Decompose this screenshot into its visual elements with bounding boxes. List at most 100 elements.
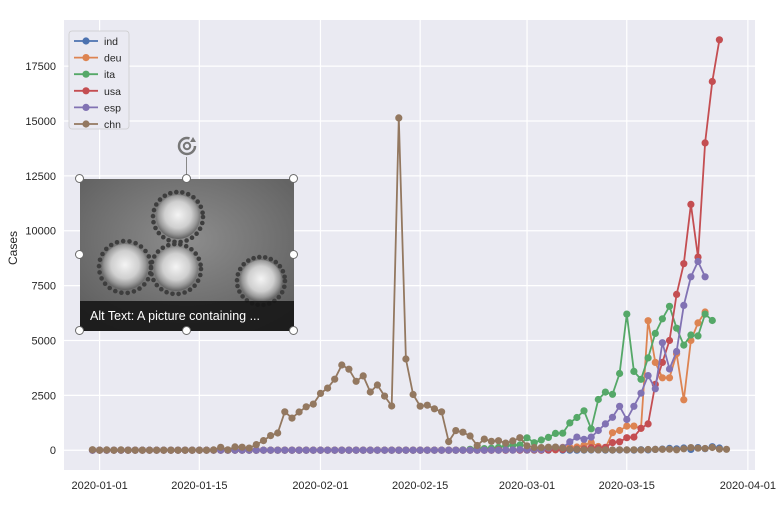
resize-handle-top-right[interactable] <box>289 174 298 183</box>
virion-shape <box>148 241 204 297</box>
data-point-usa <box>658 358 667 366</box>
data-point-ita <box>559 429 567 437</box>
rotate-handle-icon[interactable] <box>176 135 198 157</box>
data-point-esp <box>381 446 389 454</box>
data-point-chn <box>188 446 196 454</box>
data-point-chn <box>459 428 467 436</box>
data-point-chn <box>701 444 709 453</box>
y-tick-label: 2500 <box>32 390 56 402</box>
resize-handle-right[interactable] <box>289 250 298 259</box>
data-point-ita <box>687 331 695 339</box>
y-tick-label: 10000 <box>25 226 56 238</box>
data-point-chn <box>651 445 659 453</box>
data-point-chn <box>96 446 104 454</box>
data-point-chn <box>88 446 97 454</box>
data-point-chn <box>430 405 438 413</box>
data-point-chn <box>338 361 346 369</box>
legend-marker <box>82 103 90 111</box>
resize-handle-top-left[interactable] <box>75 174 84 183</box>
data-point-ita <box>637 375 645 383</box>
data-point-chn <box>480 435 488 443</box>
data-point-chn <box>131 446 139 454</box>
data-point-usa <box>637 424 645 432</box>
legend: ind deu ita usa esp chn <box>68 30 130 131</box>
data-point-esp <box>673 347 681 356</box>
data-point-chn <box>345 365 353 373</box>
data-point-chn <box>494 437 503 445</box>
resize-handle-bottom-right[interactable] <box>289 326 298 335</box>
data-point-ita <box>573 413 581 422</box>
data-point-esp <box>416 446 424 454</box>
data-point-chn <box>673 446 681 454</box>
data-point-esp <box>395 446 403 454</box>
data-point-chn <box>160 446 168 454</box>
data-point-ita <box>594 395 602 404</box>
series-chn <box>88 114 731 454</box>
y-tick-label: 17500 <box>25 61 56 73</box>
resize-handle-left[interactable] <box>75 250 84 259</box>
data-point-esp <box>658 339 667 347</box>
legend-item-chn: chn <box>74 119 121 131</box>
data-point-chn <box>594 446 602 454</box>
data-point-ita <box>708 316 716 325</box>
data-point-chn <box>445 438 453 446</box>
data-point-chn <box>487 437 495 445</box>
x-tick-label: 2020-03-15 <box>599 480 655 492</box>
legend-marker <box>82 120 90 128</box>
data-point-chn <box>252 441 260 449</box>
data-point-chn <box>551 443 560 451</box>
data-point-chn <box>245 444 253 452</box>
legend-marker <box>82 87 90 95</box>
data-point-esp <box>701 273 709 281</box>
data-point-chn <box>665 445 674 453</box>
resize-handle-bottom-left[interactable] <box>75 326 84 335</box>
resize-handle-bottom[interactable] <box>182 326 191 335</box>
data-point-chn <box>587 446 595 454</box>
data-point-esp <box>295 446 303 454</box>
data-point-esp <box>331 446 339 454</box>
legend-label: ita <box>104 69 115 81</box>
data-point-deu <box>658 374 667 382</box>
data-point-esp <box>623 415 631 424</box>
data-point-esp <box>616 402 624 410</box>
data-point-chn <box>608 446 617 454</box>
data-point-esp <box>438 446 446 454</box>
data-point-esp <box>487 446 495 454</box>
legend-item-ind: ind <box>74 36 118 48</box>
data-point-chn <box>438 408 446 416</box>
data-point-esp <box>694 257 702 266</box>
data-point-esp <box>373 446 381 454</box>
data-point-esp <box>281 446 289 454</box>
data-point-esp <box>309 446 317 454</box>
data-point-chn <box>559 444 567 452</box>
data-point-esp <box>608 413 617 421</box>
data-point-deu <box>630 422 638 430</box>
data-point-ita <box>673 324 681 332</box>
x-tick-label: 2020-01-01 <box>71 480 127 492</box>
data-point-usa <box>623 434 631 442</box>
data-point-esp <box>480 446 488 454</box>
data-point-deu <box>694 319 702 327</box>
data-point-chn <box>316 389 325 397</box>
data-point-chn <box>409 390 417 399</box>
data-point-esp <box>566 438 574 446</box>
data-point-esp <box>409 446 417 454</box>
data-point-esp <box>665 365 674 373</box>
data-point-chn <box>331 375 339 383</box>
y-tick-label: 5000 <box>32 335 56 347</box>
data-point-usa <box>616 438 624 446</box>
data-point-chn <box>224 446 232 454</box>
inserted-picture[interactable]: Alt Text: A picture containing ... <box>75 136 298 335</box>
data-point-chn <box>708 443 716 452</box>
legend-label: ind <box>104 36 118 48</box>
data-point-deu <box>587 439 595 447</box>
tick-labels: 0 2500 5000 7500 10000 12500 15000 17500 2020-01… <box>25 61 776 492</box>
data-point-esp <box>445 446 453 454</box>
data-point-esp <box>580 435 588 443</box>
data-point-usa <box>608 439 617 447</box>
data-point-usa <box>715 36 724 44</box>
data-point-esp <box>573 433 581 441</box>
data-point-esp <box>324 446 332 454</box>
resize-handle-top[interactable] <box>182 174 191 183</box>
data-point-chn <box>373 381 381 389</box>
